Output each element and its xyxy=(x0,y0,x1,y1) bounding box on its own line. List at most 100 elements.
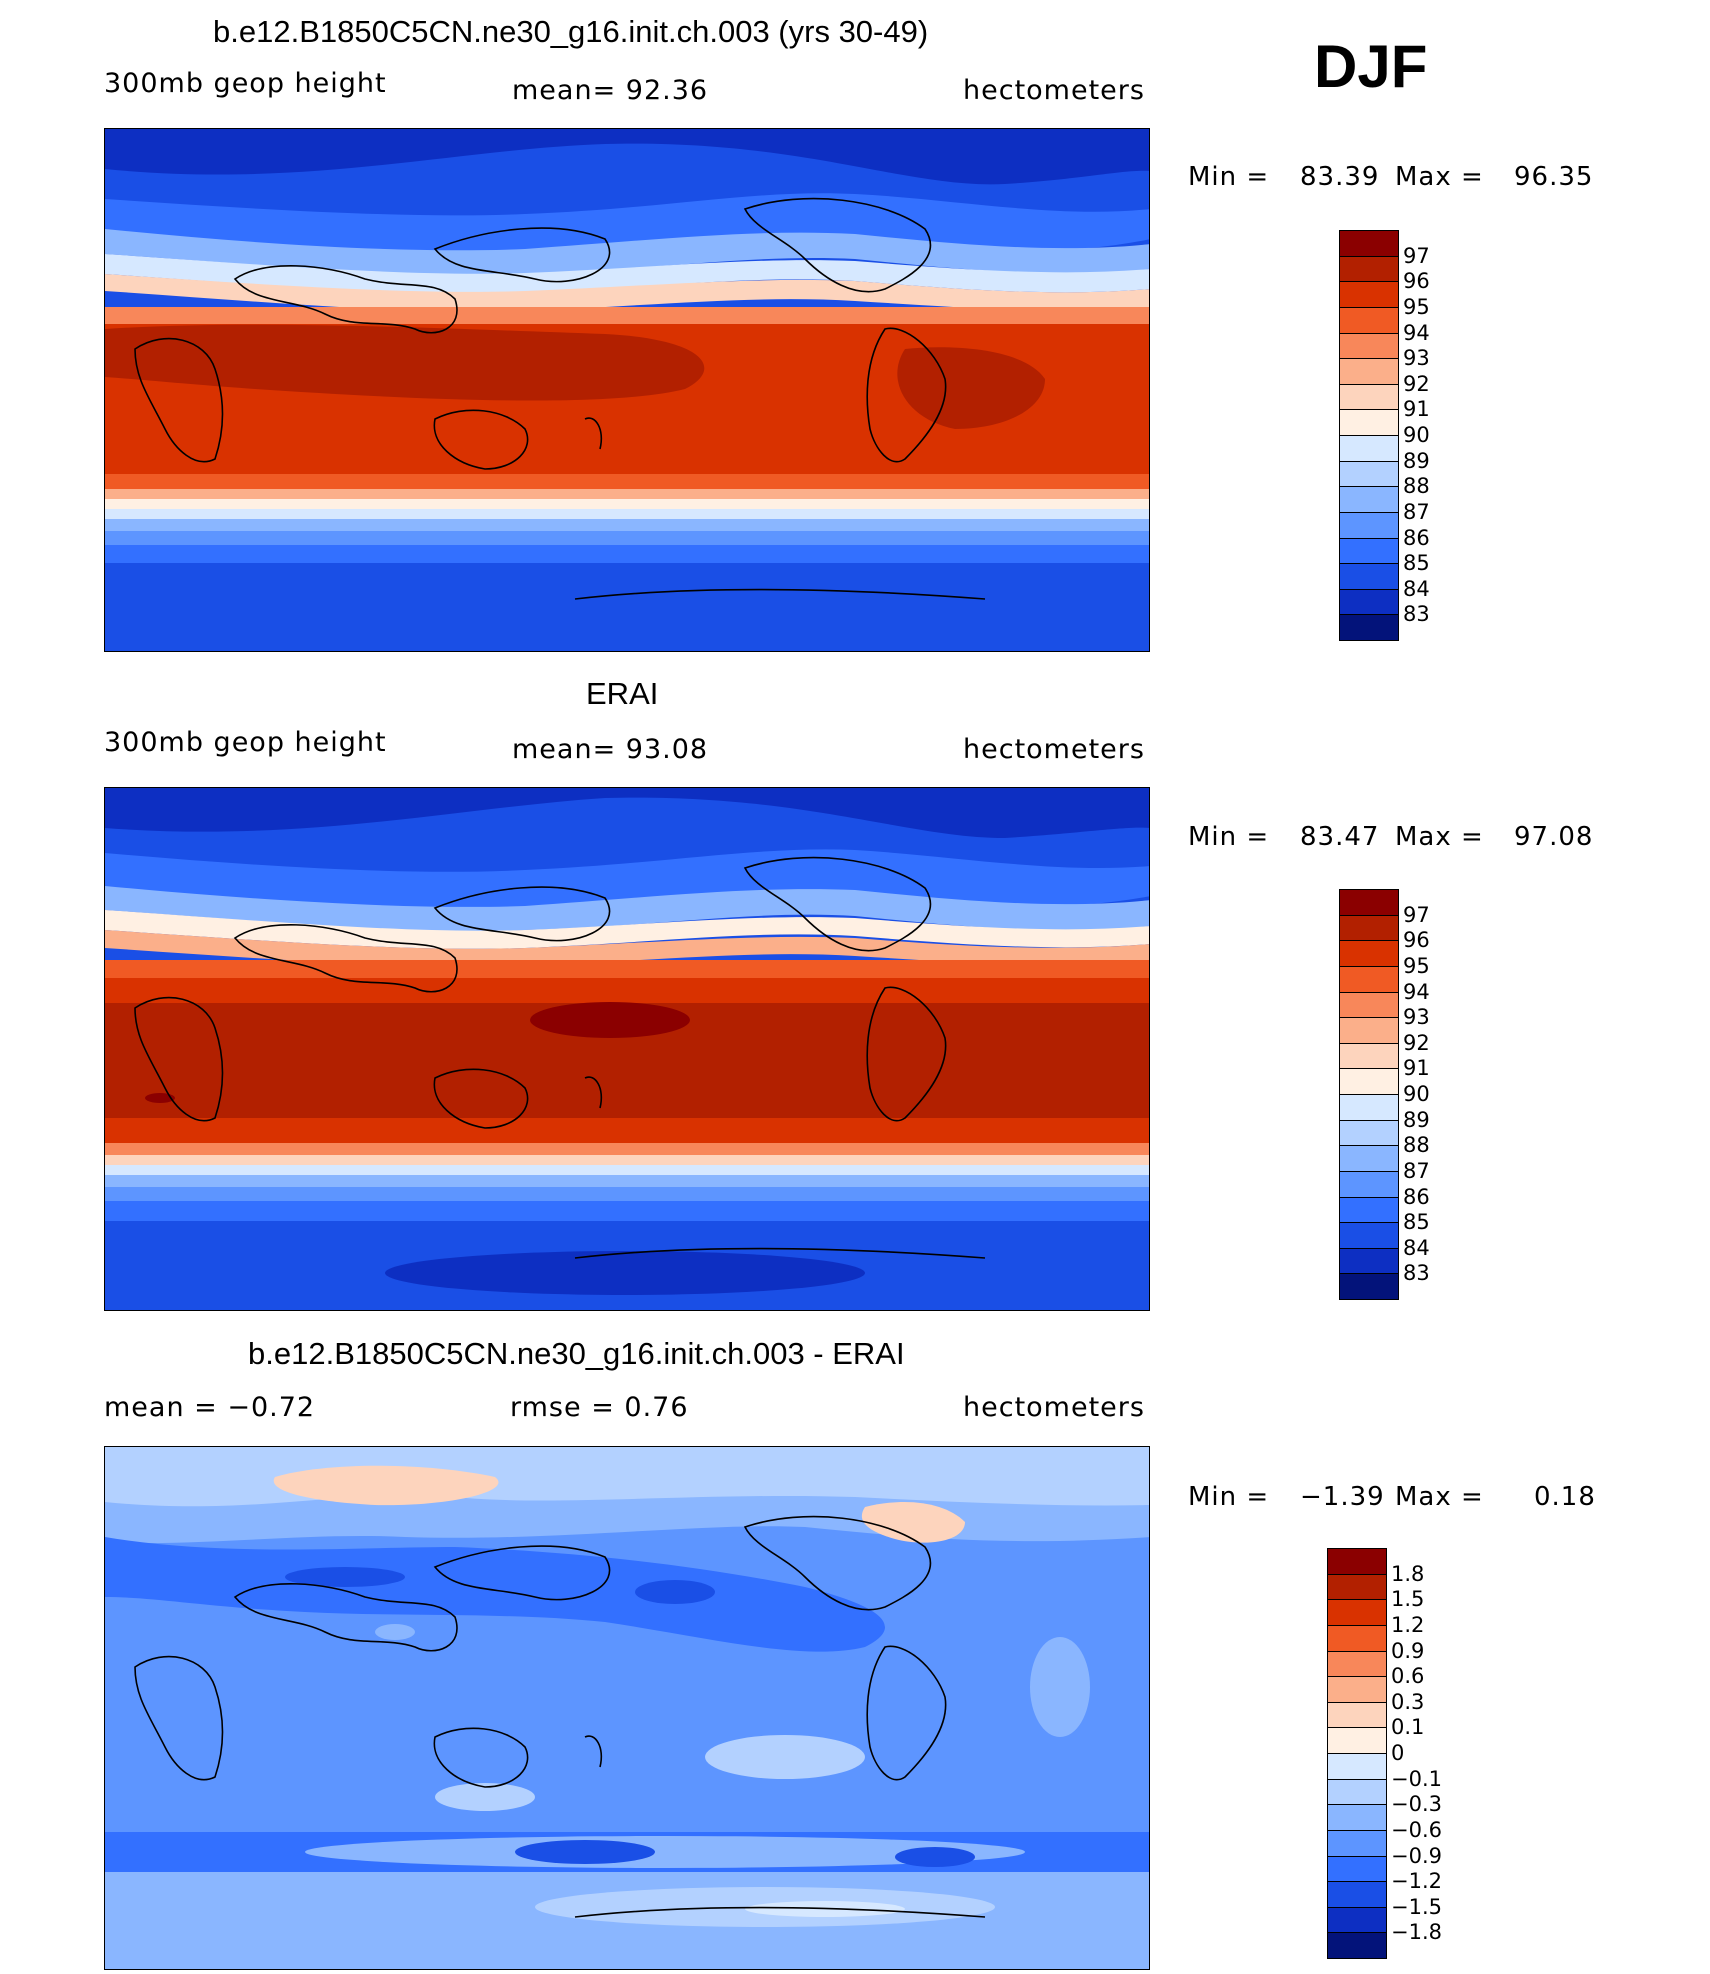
panel-3-min-label: Min = xyxy=(1188,1482,1270,1512)
colorbar-swatch xyxy=(1339,281,1399,308)
panel-2-units-label: hectometers xyxy=(963,734,1145,765)
colorbar-label: 97 xyxy=(1403,243,1430,268)
colorbar-swatch xyxy=(1339,383,1399,411)
panel-2-map xyxy=(104,787,1150,1311)
colorbar-label: 90 xyxy=(1403,1082,1430,1106)
colorbar-swatch xyxy=(1339,1068,1399,1095)
colorbar-label: 1.8 xyxy=(1391,1561,1425,1586)
colorbar-swatch xyxy=(1327,1727,1387,1754)
colorbar-swatch xyxy=(1339,1094,1399,1121)
colorbar-label: −0.9 xyxy=(1391,1843,1442,1868)
panel-3-colorbar: 1.8 1.5 1.2 0.9 0.6 0.3 0.1 0 −0.1 −0.3 −0.6 −0.9 −1… xyxy=(1327,1548,1467,1959)
colorbar-label: −1.8 xyxy=(1391,1920,1442,1945)
colorbar-swatch xyxy=(1339,306,1399,334)
colorbar-label: 92 xyxy=(1403,1030,1430,1055)
colorbar-swatch xyxy=(1339,965,1399,993)
colorbar-label: 83 xyxy=(1403,602,1430,627)
panel-2-min-label: Min = xyxy=(1188,822,1270,852)
colorbar-swatch xyxy=(1327,1650,1387,1678)
colorbar-label: 0 xyxy=(1391,1741,1405,1765)
panel-1-min-label: Min = xyxy=(1188,162,1270,192)
colorbar-label: 94 xyxy=(1403,320,1430,345)
colorbar-label: 0.6 xyxy=(1391,1664,1425,1689)
colorbar-label: 92 xyxy=(1403,371,1430,396)
panel-1-mean-label: mean= 92.36 xyxy=(512,75,709,106)
panel-1-min-value: 83.39 xyxy=(1300,162,1380,192)
panel-3-max-value: 0.18 xyxy=(1534,1482,1596,1512)
colorbar-label: 85 xyxy=(1403,1210,1430,1235)
colorbar-swatch xyxy=(1339,563,1399,590)
panel-1-map xyxy=(104,128,1150,652)
colorbar-swatch xyxy=(1327,1881,1387,1908)
colorbar-label: 86 xyxy=(1403,525,1430,550)
colorbar-swatch xyxy=(1327,1932,1387,1959)
colorbar-swatch xyxy=(1339,940,1399,967)
panel-1-max-label: Max = xyxy=(1395,162,1484,192)
colorbar-label: 91 xyxy=(1403,1056,1430,1081)
colorbar-label: 96 xyxy=(1403,269,1430,294)
colorbar-swatch xyxy=(1327,1753,1387,1780)
colorbar-label: 88 xyxy=(1403,474,1430,499)
panel-2-left-label: 300mb geop height xyxy=(104,727,387,758)
panel-2-colorbar: 97 96 95 94 93 92 91 90 89 88 87 86 85 84 83 xyxy=(1339,889,1459,1300)
colorbar-label: −0.3 xyxy=(1391,1792,1442,1817)
colorbar-swatch xyxy=(1339,614,1399,641)
colorbar-swatch xyxy=(1339,435,1399,462)
colorbar-label: 84 xyxy=(1403,576,1430,601)
colorbar-label: 89 xyxy=(1403,1107,1430,1132)
colorbar-label: 97 xyxy=(1403,902,1430,927)
colorbar-label: 91 xyxy=(1403,397,1430,422)
colorbar-swatch xyxy=(1327,1855,1387,1883)
colorbar-label: 87 xyxy=(1403,499,1430,524)
colorbar-swatch xyxy=(1339,511,1399,539)
colorbar-swatch xyxy=(1339,1017,1399,1044)
colorbar-label: 86 xyxy=(1403,1184,1430,1209)
colorbar-label: 90 xyxy=(1403,423,1430,447)
colorbar-swatch xyxy=(1327,1548,1387,1575)
colorbar-label: −0.1 xyxy=(1391,1766,1442,1791)
panel-2-mean-label: mean= 93.08 xyxy=(512,734,709,765)
colorbar-swatch xyxy=(1339,230,1399,257)
panel-3-mean-label: mean = −0.72 xyxy=(104,1392,316,1423)
colorbar-swatch xyxy=(1339,588,1399,616)
colorbar-swatch xyxy=(1339,914,1399,942)
colorbar-label: 0.1 xyxy=(1391,1715,1425,1740)
panel-1-units-label: hectometers xyxy=(963,75,1145,106)
panel-3-units-label: hectometers xyxy=(963,1392,1145,1423)
colorbar-swatch xyxy=(1339,255,1399,283)
colorbar-swatch xyxy=(1339,889,1399,916)
colorbar-swatch xyxy=(1339,1247,1399,1275)
panel-2-max-value: 97.08 xyxy=(1514,822,1594,852)
panel-2-min-value: 83.47 xyxy=(1300,822,1380,852)
colorbar-label: 0.3 xyxy=(1391,1689,1425,1714)
colorbar-label: 83 xyxy=(1403,1261,1430,1286)
colorbar-label: 1.5 xyxy=(1391,1587,1425,1612)
colorbar-label: 95 xyxy=(1403,953,1430,978)
colorbar-label: 0.9 xyxy=(1391,1638,1425,1663)
panel-1-max-value: 96.35 xyxy=(1514,162,1594,192)
colorbar-label: 1.2 xyxy=(1391,1612,1425,1637)
colorbar-label: 87 xyxy=(1403,1158,1430,1183)
colorbar-label: 94 xyxy=(1403,979,1430,1004)
colorbar-label: 93 xyxy=(1403,1005,1430,1030)
colorbar-swatch xyxy=(1327,1599,1387,1626)
panel-3-map xyxy=(104,1446,1150,1970)
colorbar-label: 93 xyxy=(1403,346,1430,371)
panel-3-title: b.e12.B1850C5CN.ne30_g16.init.ch.003 - E… xyxy=(248,1336,905,1371)
colorbar-swatch xyxy=(1327,1804,1387,1831)
colorbar-label: −1.2 xyxy=(1391,1869,1442,1894)
colorbar-swatch xyxy=(1327,1573,1387,1601)
colorbar-swatch xyxy=(1339,1042,1399,1070)
colorbar-label: 96 xyxy=(1403,928,1430,953)
colorbar-swatch xyxy=(1339,991,1399,1019)
colorbar-swatch xyxy=(1327,1829,1387,1857)
panel-2-title: ERAI xyxy=(586,676,659,711)
colorbar-swatch xyxy=(1339,358,1399,385)
colorbar-swatch xyxy=(1327,1624,1387,1652)
colorbar-label: 84 xyxy=(1403,1235,1430,1260)
panel-3-min-value: −1.39 xyxy=(1300,1482,1385,1512)
season-label: DJF xyxy=(1314,33,1428,100)
colorbar-label: 88 xyxy=(1403,1133,1430,1158)
panel-1-title: b.e12.B1850C5CN.ne30_g16.init.ch.003 (yr… xyxy=(213,14,929,49)
colorbar-swatch xyxy=(1339,486,1399,513)
